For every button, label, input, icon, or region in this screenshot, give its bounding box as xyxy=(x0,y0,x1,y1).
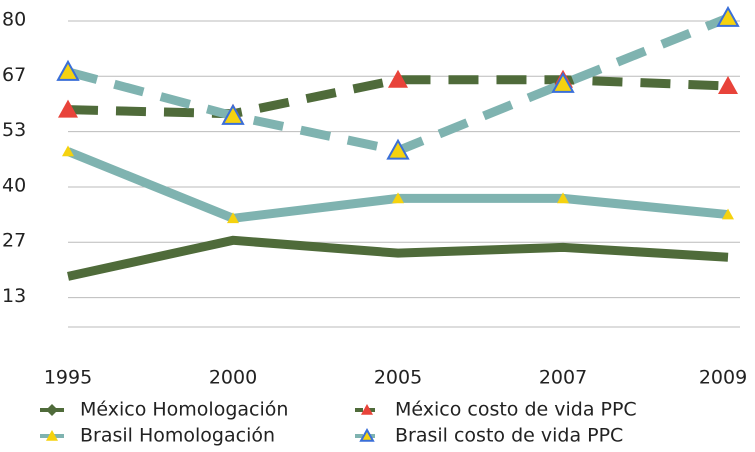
marker xyxy=(56,59,80,81)
y-tick-label: 40 xyxy=(2,174,26,196)
y-tick-label: 67 xyxy=(2,64,26,86)
series-line xyxy=(67,235,729,281)
marker xyxy=(716,5,740,27)
marker xyxy=(227,212,239,224)
series-line xyxy=(66,147,729,223)
marker xyxy=(722,208,734,220)
marker xyxy=(361,404,373,415)
y-tick-label: 53 xyxy=(2,119,26,141)
legend-label: Brasil costo de vida PPC xyxy=(395,425,623,447)
marker xyxy=(551,71,575,93)
marker xyxy=(388,69,408,88)
marker xyxy=(58,99,78,118)
marker xyxy=(46,430,58,441)
marker xyxy=(386,138,410,160)
y-tick-label: 80 xyxy=(2,9,26,31)
marker xyxy=(359,427,375,442)
series-line xyxy=(67,75,729,119)
legend-label: México costo de vida PPC xyxy=(395,399,637,421)
marker xyxy=(392,192,404,204)
marker xyxy=(557,192,569,204)
y-tick-label: 13 xyxy=(2,285,26,307)
x-tick-label: 2005 xyxy=(374,367,422,389)
y-tick-label: 27 xyxy=(2,230,26,252)
legend-label: México Homologación xyxy=(80,399,288,421)
marker xyxy=(221,103,245,125)
x-tick-label: 1995 xyxy=(44,367,92,389)
x-tick-label: 2009 xyxy=(699,367,747,389)
marker xyxy=(62,145,74,157)
x-tick-label: 2007 xyxy=(539,367,587,389)
legend-label: Brasil Homologación xyxy=(80,425,275,447)
marker xyxy=(46,404,58,416)
marker xyxy=(718,75,738,94)
x-tick-label: 2000 xyxy=(209,367,257,389)
